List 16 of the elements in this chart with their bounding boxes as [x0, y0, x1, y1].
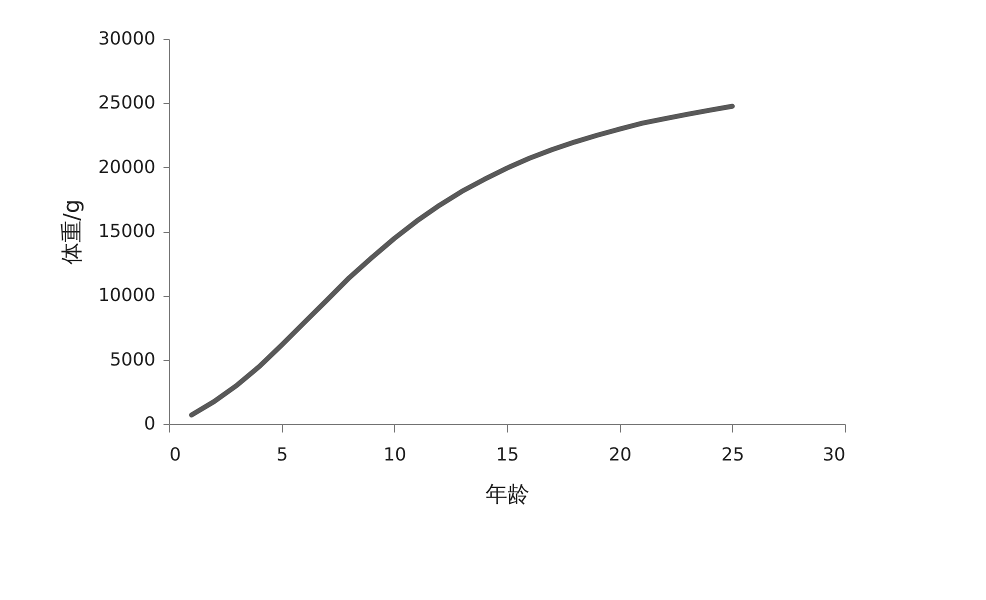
- y-tick-label: 20000: [98, 156, 156, 178]
- y-tick-label: 0: [144, 414, 156, 434]
- y-tick-label: 25000: [98, 92, 156, 114]
- y-tick-label: 10000: [98, 285, 156, 306]
- y-tick-label: 15000: [98, 221, 156, 242]
- x-tick-label: 5: [276, 444, 288, 466]
- x-tick-label: 20: [608, 444, 632, 466]
- y-axis-title: 体重/g: [60, 199, 86, 265]
- x-tick-label: 0: [170, 444, 181, 466]
- x-tick-label: 10: [383, 444, 406, 466]
- x-tick-label: 15: [496, 444, 519, 466]
- y-tick-label: 30000: [98, 28, 156, 50]
- y-tick-label: 5000: [110, 349, 156, 370]
- x-tick-label: 25: [721, 444, 744, 466]
- x-axis-title: 年龄: [486, 482, 530, 508]
- x-tick-label: 30: [822, 444, 846, 466]
